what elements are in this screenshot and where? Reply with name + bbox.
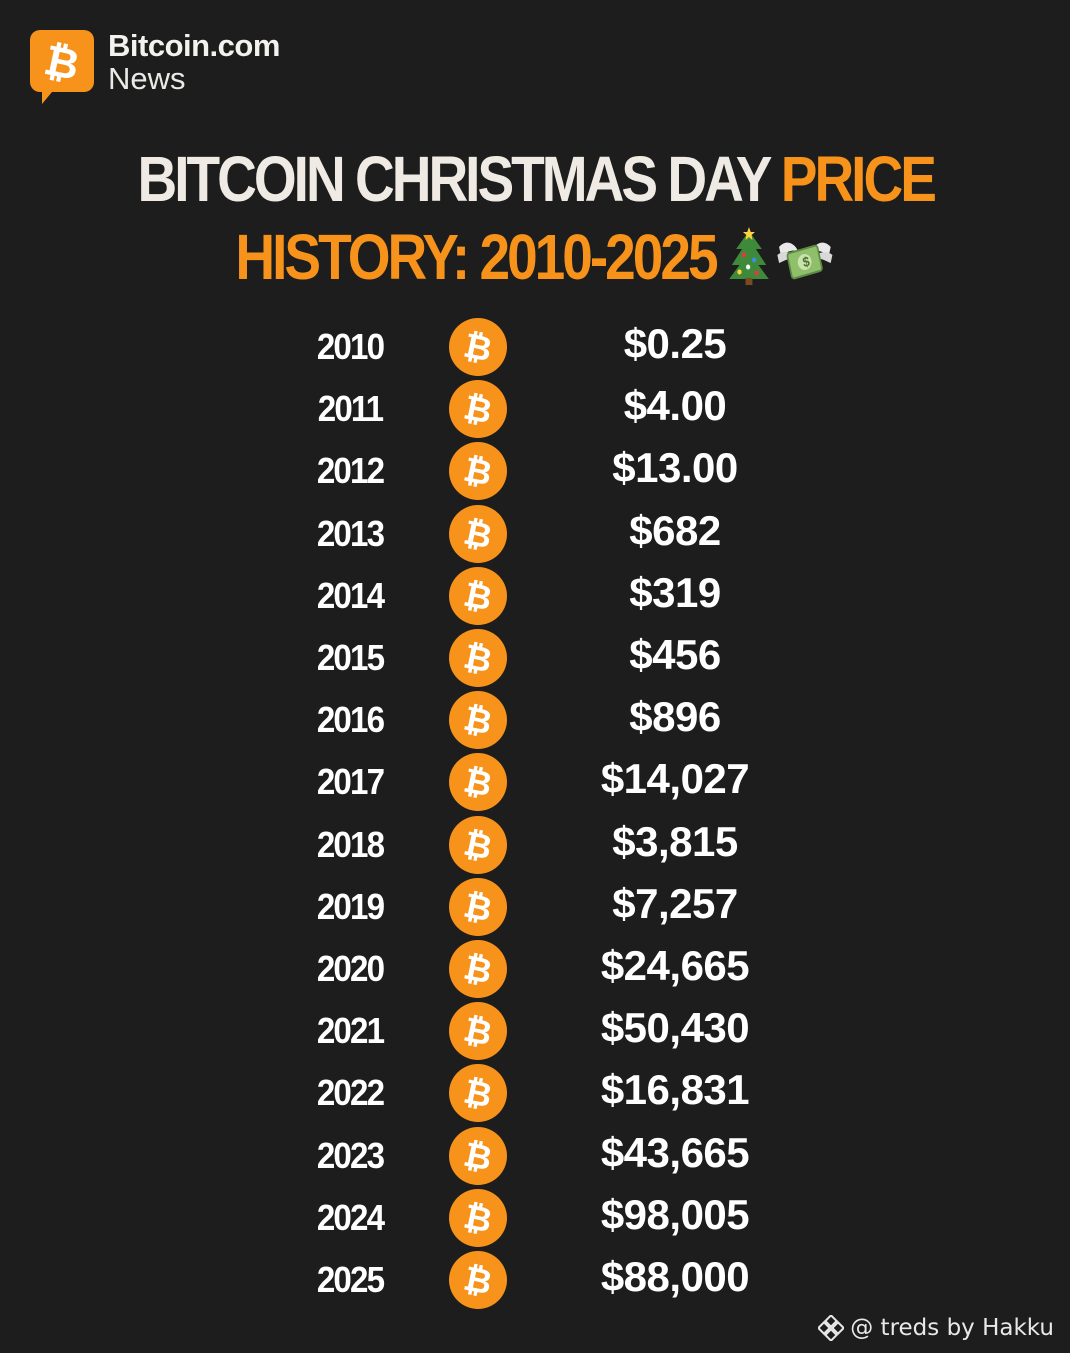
table-row: 2022 ₿ $16,831 (0, 1060, 1070, 1123)
row-price: $88,000 (600, 1253, 750, 1300)
row-price: $7,257 (612, 879, 738, 927)
bitcoin-coin-icon: ₿ (449, 629, 507, 687)
row-price: $3,815 (612, 817, 738, 865)
row-year: 2011 (317, 388, 384, 430)
row-year: 2015 (316, 637, 385, 678)
table-row: 2017 ₿ $14,027 (0, 749, 1070, 812)
row-price: $50,430 (600, 1004, 750, 1052)
row-price: $682 (629, 506, 721, 554)
row-year: 2017 (316, 761, 385, 803)
watermark-text: @ treds by Hakku (850, 1315, 1054, 1341)
bitcoin-com-logo-icon: ₿ (30, 30, 94, 104)
bitcoin-coin-icon: ₿ (449, 442, 507, 501)
row-year: 2025 (316, 1259, 385, 1300)
bitcoin-coin-icon: ₿ (449, 1188, 507, 1247)
row-year: 2019 (316, 885, 385, 927)
bitcoin-coin-icon: ₿ (449, 504, 507, 563)
row-year: 2016 (316, 699, 385, 741)
row-price: $13.00 (612, 444, 738, 492)
svg-text:$: $ (801, 253, 812, 271)
row-price: $16,831 (600, 1066, 750, 1114)
table-row: 2020 ₿ $24,665 (0, 936, 1070, 998)
row-year: 2010 (316, 326, 385, 367)
bitcoin-coin-icon: ₿ (449, 691, 507, 750)
brand-header: ₿ Bitcoin.com News (30, 30, 280, 104)
brand-name: Bitcoin.com (108, 28, 280, 63)
row-year: 2014 (316, 574, 385, 616)
row-price: $14,027 (600, 755, 750, 803)
brand-subtitle: News (108, 61, 186, 96)
row-year: 2024 (316, 1196, 385, 1238)
title-white-part: BITCOIN CHRISTMAS DAY (137, 143, 771, 215)
bitcoin-coin-icon: ₿ (449, 940, 507, 998)
row-price: $896 (629, 693, 721, 741)
christmas-tree-icon (729, 227, 769, 285)
row-year: 2013 (316, 512, 385, 554)
bitcoin-coin-icon: ₿ (449, 380, 507, 439)
row-price: $98,005 (600, 1190, 750, 1238)
money-with-wings-icon: $ (777, 242, 833, 280)
table-row: 2025 ₿ $88,000 (0, 1247, 1070, 1309)
row-year: 2018 (316, 823, 385, 865)
bitcoin-coin-icon: ₿ (449, 318, 507, 376)
table-row: 2010 ₿ $0.25 (0, 314, 1070, 376)
watermark: @ treds by Hakku (818, 1315, 1054, 1341)
row-price: $43,665 (600, 1128, 750, 1176)
row-year: 2022 (316, 1072, 385, 1114)
row-year: 2021 (316, 1010, 385, 1052)
row-price: $319 (629, 568, 721, 616)
bitcoin-coin-icon: ₿ (449, 753, 507, 812)
row-price: $456 (629, 631, 721, 678)
table-row: 2021 ₿ $50,430 (0, 998, 1070, 1061)
table-row: 2019 ₿ $7,257 (0, 874, 1070, 936)
bitcoin-coin-icon: ₿ (449, 1002, 507, 1061)
bitcoin-coin-icon: ₿ (449, 877, 507, 936)
table-row: 2012 ₿ $13.00 (0, 438, 1070, 501)
page-title: BITCOIN CHRISTMAS DAY PRICE HISTORY: 201… (76, 140, 996, 296)
row-year: 2023 (316, 1134, 385, 1176)
bitcoin-coin-icon: ₿ (449, 566, 507, 625)
row-year: 2012 (316, 450, 385, 492)
title-second-line: HISTORY: 2010-2025 (235, 221, 718, 293)
bitcoin-coin-icon: ₿ (449, 815, 507, 874)
table-row: 2011 ₿ $4.00 (0, 376, 1070, 439)
table-row: 2018 ₿ $3,815 (0, 812, 1070, 874)
row-price: $4.00 (623, 382, 727, 430)
table-row: 2024 ₿ $98,005 (0, 1185, 1070, 1247)
bitcoin-coin-icon: ₿ (449, 1126, 507, 1185)
row-year: 2020 (316, 948, 385, 989)
table-row: 2023 ₿ $43,665 (0, 1123, 1070, 1185)
row-price: $0.25 (623, 320, 727, 367)
binance-logo-icon (818, 1315, 845, 1341)
title-orange-part: PRICE (780, 143, 937, 215)
table-row: 2014 ₿ $319 (0, 563, 1070, 625)
bitcoin-coin-icon: ₿ (449, 1064, 507, 1123)
table-row: 2013 ₿ $682 (0, 501, 1070, 563)
table-row: 2016 ₿ $896 (0, 687, 1070, 750)
row-price: $24,665 (600, 942, 750, 989)
table-row: 2015 ₿ $456 (0, 625, 1070, 687)
bitcoin-coin-icon: ₿ (449, 1251, 507, 1309)
